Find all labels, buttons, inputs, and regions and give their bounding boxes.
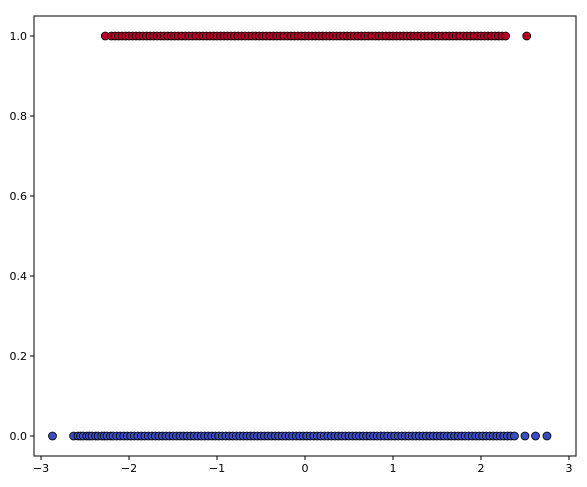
y-tick-label: 0.2: [10, 350, 28, 363]
points-layer: [48, 31, 552, 441]
data-point: [510, 431, 519, 441]
data-point: [48, 431, 57, 441]
series-0-points: [48, 431, 552, 441]
data-point: [520, 431, 530, 441]
y-tick-label: 0.0: [10, 430, 28, 443]
x-axis: −3 −2 −1 0 1 2 3: [33, 456, 572, 475]
y-tick-label: 0.4: [10, 270, 28, 283]
x-tick-label: −2: [121, 462, 137, 475]
data-point: [501, 31, 511, 41]
plot-area-background: [34, 16, 576, 456]
y-tick-label: 0.6: [10, 190, 28, 203]
y-tick-label: 0.8: [10, 110, 28, 123]
x-tick-label: 3: [565, 462, 572, 475]
x-tick-label: 2: [477, 462, 484, 475]
series-1-points: [100, 31, 532, 41]
y-tick-label: 1.0: [10, 30, 28, 43]
data-point: [531, 431, 540, 441]
y-axis: 0.0 0.2 0.4 0.6 0.8 1.0: [10, 30, 34, 443]
x-tick-label: 0: [302, 462, 309, 475]
x-tick-label: 1: [389, 462, 396, 475]
data-point: [542, 431, 552, 441]
data-point: [522, 31, 532, 41]
x-tick-label: −3: [33, 462, 49, 475]
x-tick-label: −1: [209, 462, 225, 475]
